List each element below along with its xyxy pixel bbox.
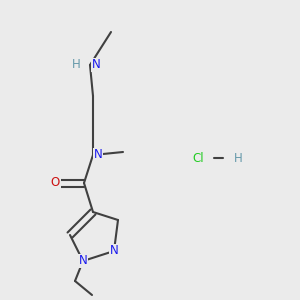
Text: O: O <box>50 176 60 190</box>
Text: N: N <box>92 58 100 71</box>
Text: H: H <box>72 58 80 71</box>
Text: N: N <box>79 254 87 268</box>
Text: N: N <box>94 148 102 161</box>
Text: Cl: Cl <box>192 152 204 164</box>
Text: H: H <box>234 152 242 164</box>
Text: N: N <box>110 244 118 257</box>
